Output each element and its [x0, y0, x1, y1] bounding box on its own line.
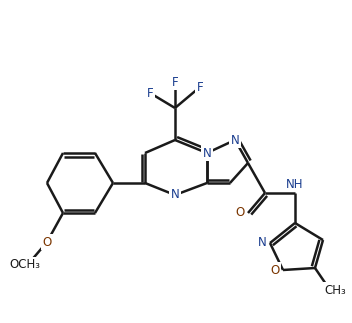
- Text: N: N: [258, 236, 266, 249]
- Text: F: F: [147, 87, 153, 99]
- Text: F: F: [172, 76, 178, 89]
- Text: O: O: [270, 264, 279, 276]
- Text: F: F: [197, 80, 203, 93]
- Text: N: N: [203, 147, 211, 160]
- Text: N: N: [171, 189, 180, 202]
- Text: OCH₃: OCH₃: [10, 258, 40, 272]
- Text: O: O: [235, 206, 245, 220]
- Text: NH: NH: [286, 178, 304, 191]
- Text: CH₃: CH₃: [324, 284, 346, 297]
- Text: N: N: [231, 133, 239, 147]
- Text: O: O: [42, 235, 52, 248]
